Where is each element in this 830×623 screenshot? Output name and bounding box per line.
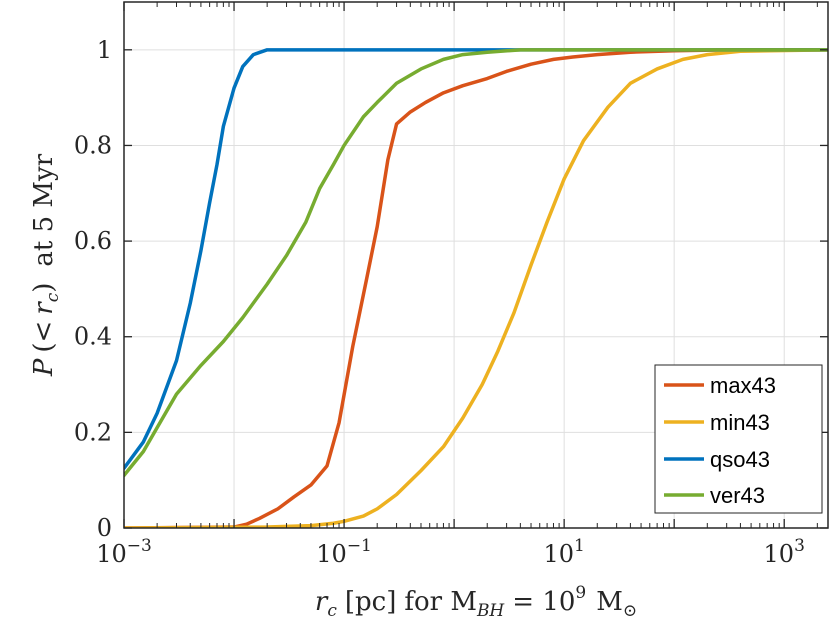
series-line-ver43: [124, 48, 828, 478]
legend-label-max43: max43: [710, 373, 776, 398]
x-tick-label-base: 10: [543, 540, 574, 568]
legend-box: [654, 364, 823, 514]
x-tick-label-base: 10: [764, 540, 795, 568]
series-line-qso43: [124, 48, 828, 470]
x-axis-label: rc [pc] for MBH = 109 M⊙: [315, 583, 637, 621]
x-tick-label: 103: [764, 536, 805, 568]
x-tick-label-exponent: 1: [574, 536, 585, 556]
y-tick-label: 1: [97, 36, 112, 64]
x-tick-label: 10−3: [96, 536, 152, 568]
series-line-max43: [124, 48, 828, 528]
x-tick-label-base: 10: [96, 540, 127, 568]
y-axis-label: P(<rc)at 5 Myr: [29, 153, 63, 377]
y-tick-label: 0.4: [74, 323, 112, 351]
x-tick-label: 10−1: [316, 536, 372, 568]
y-tick-label: 0: [97, 514, 112, 542]
x-tick-label-exponent: −1: [347, 536, 372, 556]
plot-frame: [123, 1, 829, 529]
x-tick-label-base: 10: [316, 540, 347, 568]
legend-label-ver43: ver43: [710, 483, 765, 508]
legend-label-qso43: qso43: [710, 447, 770, 472]
y-tick-label: 0.8: [74, 131, 112, 159]
y-tick-label: 0.6: [74, 227, 112, 255]
x-tick-label-exponent: 3: [794, 536, 805, 556]
legend-label-min43: min43: [710, 410, 770, 435]
x-tick-label-exponent: −3: [127, 536, 152, 556]
y-tick-label: 0.2: [74, 418, 112, 446]
legend: max43 min43 qso43 ver43: [654, 364, 823, 514]
ticks: [123, 2, 828, 529]
x-tick-label: 101: [543, 536, 584, 568]
